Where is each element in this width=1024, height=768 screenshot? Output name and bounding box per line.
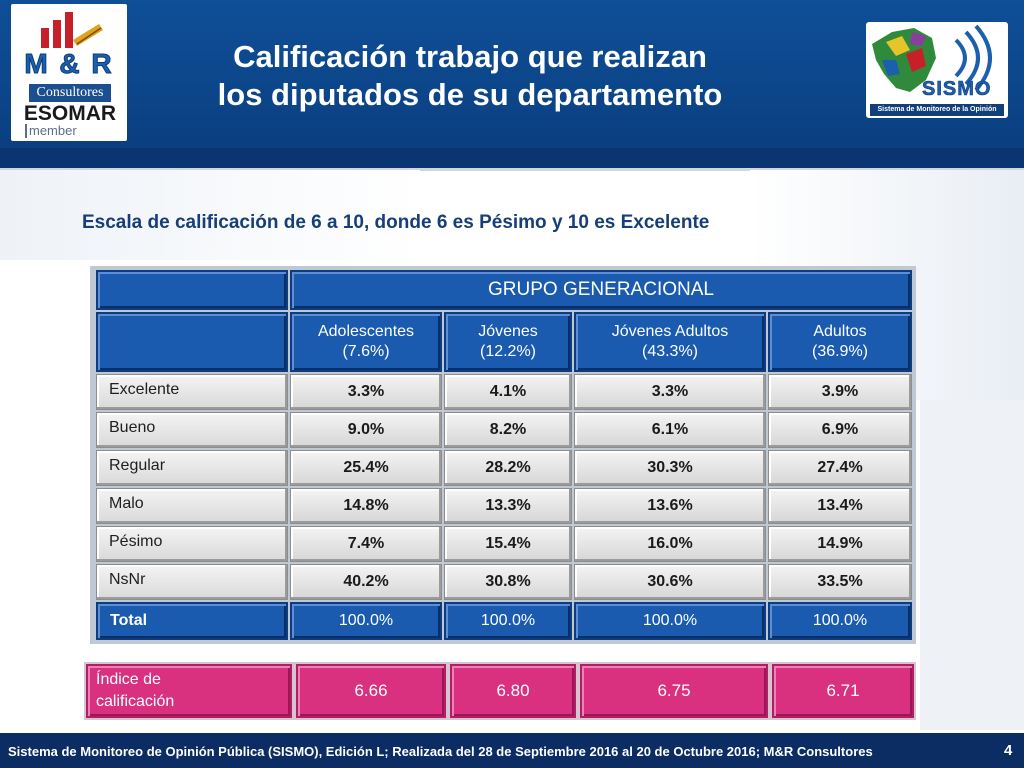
index-value: 6.71 xyxy=(772,664,914,718)
sismo-brand-text: SISMO xyxy=(922,78,992,101)
row-label: Excelente xyxy=(96,374,288,410)
index-label-line-1: Índice de xyxy=(96,671,161,688)
table-cell: 8.2% xyxy=(444,412,572,448)
consultores-text: Consultores xyxy=(29,84,111,102)
total-cell: 100.0% xyxy=(768,602,912,640)
header-strip xyxy=(0,148,1024,171)
table-cell: 16.0% xyxy=(574,526,766,562)
footer-bar: Sistema de Monitoreo de Opinión Pública … xyxy=(0,733,1024,768)
column-header: Adolescentes (7.6%) xyxy=(290,312,442,372)
table-cell: 25.4% xyxy=(290,450,442,486)
column-header: Jóvenes (12.2%) xyxy=(444,312,572,372)
table-cell: 27.4% xyxy=(768,450,912,486)
table-cell: 40.2% xyxy=(290,564,442,600)
table-cell: 13.4% xyxy=(768,488,912,524)
table-corner-cell xyxy=(96,270,288,310)
sismo-caption: Sistema de Monitoreo de la Opinión Públi… xyxy=(870,104,1004,116)
esomar-text: ESOMAR xyxy=(23,102,117,125)
row-label: Bueno xyxy=(96,412,288,448)
page-title: Calificación trabajo que realizan los di… xyxy=(150,38,790,114)
index-label: Índice de calificación xyxy=(86,664,292,718)
mr-esomar-logo: M & R Consultores ESOMAR member xyxy=(11,4,127,141)
table-cell: 14.8% xyxy=(290,488,442,524)
table-cell: 33.5% xyxy=(768,564,912,600)
column-share: (43.3%) xyxy=(641,343,699,360)
scale-subtitle: Escala de calificación de 6 a 10, donde … xyxy=(82,212,710,233)
index-value: 6.80 xyxy=(450,664,576,718)
member-text: member xyxy=(25,124,77,138)
table-cell: 4.1% xyxy=(444,374,572,410)
column-header: Adultos (36.9%) xyxy=(768,312,912,372)
table-cell: 15.4% xyxy=(444,526,572,562)
map-signal-logo-icon xyxy=(872,24,992,92)
table-cell: 30.3% xyxy=(574,450,766,486)
table-cell: 14.9% xyxy=(768,526,912,562)
column-share: (36.9%) xyxy=(811,343,869,360)
ratings-table: GRUPO GENERACIONAL Adolescentes (7.6%) J… xyxy=(90,266,916,644)
column-name: Adolescentes xyxy=(317,323,415,340)
total-cell: 100.0% xyxy=(574,602,766,640)
row-label: Regular xyxy=(96,450,288,486)
table-cell: 3.3% xyxy=(290,374,442,410)
total-label: Total xyxy=(96,602,288,640)
column-share: (12.2%) xyxy=(479,343,537,360)
table-corner-cell xyxy=(96,312,288,372)
row-label: Pésimo xyxy=(96,526,288,562)
total-cell: 100.0% xyxy=(444,602,572,640)
index-value: 6.75 xyxy=(580,664,768,718)
table-cell: 30.6% xyxy=(574,564,766,600)
index-value: 6.66 xyxy=(296,664,446,718)
table-cell: 3.9% xyxy=(768,374,912,410)
column-name: Adultos xyxy=(813,323,867,340)
sismo-logo: SISMO Sistema de Monitoreo de la Opinión… xyxy=(866,22,1008,118)
table-cell: 9.0% xyxy=(290,412,442,448)
header-bar xyxy=(0,0,1024,150)
column-share: (7.6%) xyxy=(342,343,390,360)
background-panel xyxy=(0,170,420,260)
background-panel xyxy=(920,400,1024,730)
table-cell: 6.1% xyxy=(574,412,766,448)
table-cell: 13.6% xyxy=(574,488,766,524)
index-label-line-2: calificación xyxy=(96,693,175,710)
index-table: Índice de calificación 6.66 6.80 6.75 6.… xyxy=(84,662,916,720)
total-cell: 100.0% xyxy=(290,602,442,640)
group-header: GRUPO GENERACIONAL xyxy=(290,270,912,310)
bar-chart-logo-icon xyxy=(41,12,103,48)
column-name: Jóvenes xyxy=(478,323,538,340)
table-cell: 13.3% xyxy=(444,488,572,524)
column-name: Jóvenes Adultos xyxy=(611,323,729,340)
page-number: 4 xyxy=(1004,742,1013,759)
footer-source-text: Sistema de Monitoreo de Opinión Pública … xyxy=(8,744,873,759)
mr-brand-text: M & R xyxy=(24,48,114,80)
column-header: Jóvenes Adultos (43.3%) xyxy=(574,312,766,372)
table-cell: 3.3% xyxy=(574,374,766,410)
table-cell: 30.8% xyxy=(444,564,572,600)
title-line-1: Calificación trabajo que realizan xyxy=(233,39,707,74)
title-line-2: los diputados de su departamento xyxy=(217,77,723,112)
row-label: NsNr xyxy=(96,564,288,600)
table-cell: 7.4% xyxy=(290,526,442,562)
row-label: Malo xyxy=(96,488,288,524)
table-cell: 6.9% xyxy=(768,412,912,448)
table-cell: 28.2% xyxy=(444,450,572,486)
